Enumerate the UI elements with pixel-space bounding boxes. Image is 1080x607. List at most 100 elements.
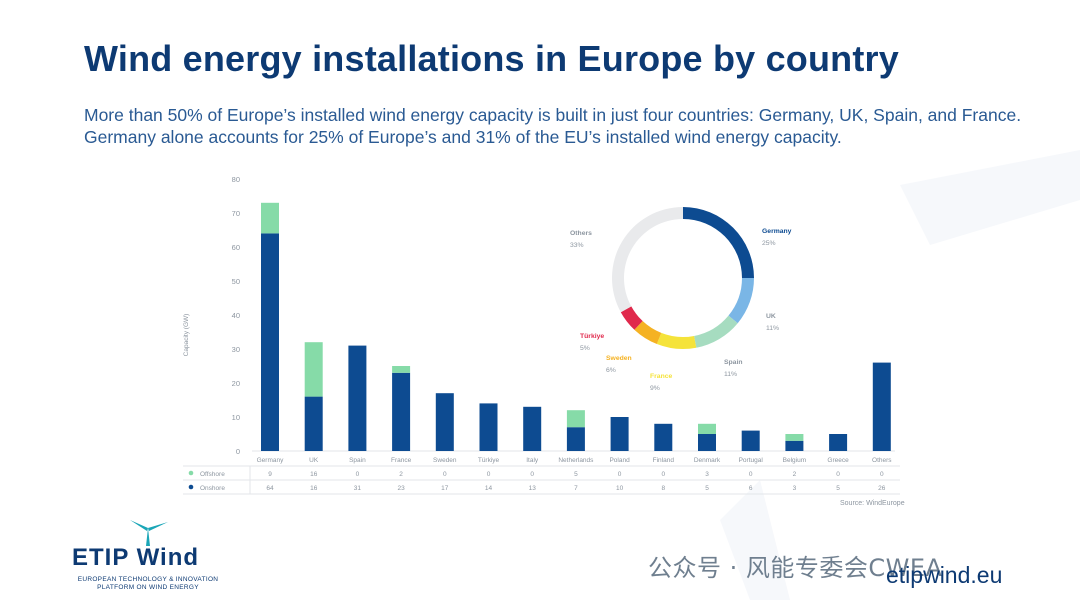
donut-label-sweden: Sweden [606,355,632,362]
y-tick-label: 40 [232,311,240,320]
legend-label-offshore: Offshore [200,471,225,478]
x-tick-label: Italy [526,457,539,464]
legend-marker-offshore [188,470,194,476]
y-axis-label: Capacity (GW) [183,314,190,357]
slide-title: Wind energy installations in Europe by c… [84,38,899,79]
x-tick-label: Sweden [433,457,457,464]
table-cell: 0 [530,471,534,478]
donut-label-germany: Germany [762,228,792,235]
table-cell: 0 [618,471,622,478]
logo-name: ETIP Wind [72,544,200,571]
donut-label-others: Others [570,230,592,237]
legend-label-onshore: Onshore [200,485,225,492]
donut-value-uk: 11% [766,325,779,332]
y-tick-label: 10 [232,413,240,422]
table-cell: 9 [268,471,272,478]
x-tick-label: Germany [257,457,284,464]
table-cell: 13 [529,485,537,492]
table-cell: 0 [487,471,491,478]
bar-offshore-denmark [698,423,716,434]
donut-value-sweden: 6% [606,367,616,374]
table-cell: 10 [616,485,624,492]
website-link[interactable]: etipwind.eu [886,562,1003,588]
donut-label-spain: Spain [724,359,743,366]
table-cell: 2 [793,471,797,478]
legend-marker-onshore [188,484,194,490]
x-tick-label: Denmark [694,457,721,464]
bar-onshore-türkiye [479,403,498,451]
bar-onshore-finland [654,423,673,451]
table-cell: 0 [661,471,665,478]
slide-subtitle: More than 50% of Europe’s installed wind… [84,105,1022,147]
etip-wind-logo: ETIP Wind EUROPEAN TECHNOLOGY & INNOVATI… [72,520,224,592]
table-cell: 0 [836,471,840,478]
bar-onshore-greece [829,434,848,451]
bar-offshore-netherlands [566,410,585,428]
bar-offshore-france [392,366,411,373]
x-tick-label: Others [872,457,892,464]
bar-onshore-spain [348,345,367,451]
bar-onshore-sweden [435,393,454,451]
x-tick-label: UK [309,457,319,464]
x-tick-label: Spain [349,457,366,464]
y-tick-label: 50 [232,277,240,286]
donut-label-türkiye: Türkiye [580,333,604,340]
x-tick-label: Portugal [739,457,764,464]
donut-value-türkiye: 5% [580,345,590,352]
donut-slice-türkiye [620,306,643,330]
wind-turbine-icon [130,520,168,546]
table-cell: 6 [749,485,753,492]
table-cell: 8 [661,485,665,492]
donut-slice-germany [683,207,754,278]
bar-offshore-belgium [785,434,804,441]
donut-label-france: France [650,373,673,380]
y-tick-label: 80 [232,175,240,184]
source-note: Source: WindEurope [840,500,905,507]
table-cell: 16 [310,471,318,478]
logo-tagline-line-1: EUROPEAN TECHNOLOGY & INNOVATION [77,576,219,583]
bar-onshore-france [392,372,411,451]
donut-slice-others [611,207,683,313]
x-tick-label: Netherlands [558,457,594,464]
y-tick-label: 60 [232,243,240,252]
bar-onshore-belgium [785,440,804,451]
table-cell: 2 [399,471,403,478]
x-tick-label: France [391,457,412,464]
table-cell: 0 [749,471,753,478]
x-tick-label: Poland [609,457,630,464]
wechat-watermark: 公众号 · 风能专委会CWEA [648,554,943,582]
logo-tagline: EUROPEAN TECHNOLOGY & INNOVATION PLATFOR… [72,576,224,592]
bar-onshore-portugal [741,430,760,451]
bar-offshore-germany [261,202,279,234]
bar-onshore-netherlands [566,427,585,451]
x-tick-label: Belgium [783,457,806,464]
table-cell: 5 [574,471,578,478]
bar-onshore-others [872,362,891,451]
x-tick-label: Finland [653,457,675,464]
bar-onshore-germany [261,233,279,451]
table-cell: 26 [878,485,886,492]
logo-tagline-line-2: PLATFORM ON WIND ENERGY [97,584,199,591]
donut-slice-spain [694,315,738,348]
table-cell: 14 [485,485,493,492]
y-tick-label: 20 [232,379,240,388]
table-cell: 5 [705,485,709,492]
bar-onshore-italy [523,406,542,451]
table-cell: 31 [354,485,362,492]
donut-value-france: 9% [650,385,660,392]
donut-value-germany: 25% [762,240,776,247]
bar-onshore-poland [610,417,629,451]
table-cell: 17 [441,485,449,492]
table-cell: 0 [356,471,360,478]
bar-onshore-denmark [698,434,716,451]
donut-backdrop [604,199,762,357]
x-tick-label: Greece [827,457,849,464]
donut-slice-sweden [634,321,662,345]
donut-slice-uk [728,278,754,324]
table-cell: 3 [793,485,797,492]
table-cell: 23 [397,485,405,492]
donut-slice-france [656,332,697,349]
bar-offshore-uk [304,342,323,397]
donut-label-uk: UK [766,313,776,320]
table-cell: 0 [880,471,884,478]
